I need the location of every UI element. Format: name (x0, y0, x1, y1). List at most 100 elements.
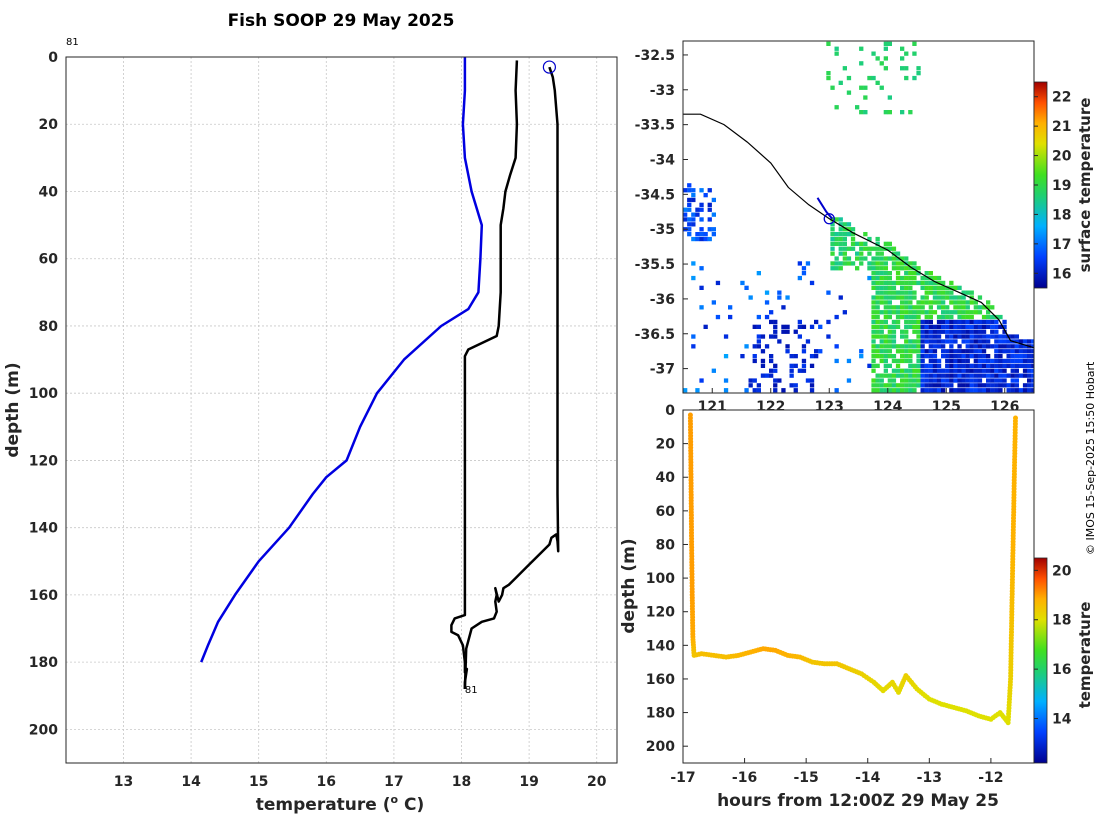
sst-cell (760, 349, 766, 354)
time-y-tick: 180 (646, 706, 675, 722)
sst-cell (834, 51, 839, 56)
sst-cell (916, 368, 921, 373)
sst-cell (973, 388, 978, 393)
sst-cell (904, 314, 909, 320)
sst-cell (900, 110, 905, 115)
map-ship-position (823, 213, 835, 225)
sst-cell (998, 363, 1003, 368)
sst-colorbar-tick: 19 (1052, 178, 1071, 194)
sst-cell (883, 314, 888, 320)
sst-cell (752, 354, 757, 359)
sst-cell (994, 388, 999, 393)
sst-cell (900, 344, 905, 349)
sst-cell (850, 246, 856, 251)
sst-map: -32.5 -33 -33.5 -34 -34.5 -35 -35.5 -36 -36.5 -37… (635, 40, 1094, 415)
sst-cell (883, 66, 888, 71)
sst-cell (924, 373, 929, 378)
sst-cell (891, 261, 897, 266)
sst-cell (891, 251, 897, 256)
sst-cell (920, 310, 925, 315)
sst-cell (764, 290, 770, 295)
profile-x-tick: 20 (587, 774, 607, 790)
sst-cell (949, 314, 954, 320)
sst-cell (900, 275, 905, 281)
sst-cell (908, 339, 913, 344)
sst-cell (932, 324, 938, 329)
sst-cell (920, 388, 925, 393)
sst-cell (793, 354, 798, 359)
sst-cell (990, 358, 995, 364)
sst-cell (904, 290, 909, 295)
sst-cell (986, 388, 991, 393)
sst-cell (949, 300, 954, 305)
sst-cell (879, 358, 884, 364)
profile-x-tick: 17 (384, 774, 403, 790)
sst-cell (809, 280, 815, 286)
sst-cell (986, 300, 991, 305)
sst-cell (977, 334, 983, 339)
profile-y-tick: 160 (29, 588, 58, 604)
sst-cell (875, 285, 880, 290)
sst-cell (981, 363, 987, 368)
profile-xlabel: temperature (o C) (256, 793, 425, 815)
sst-cell (1031, 354, 1034, 359)
sst-cell (965, 354, 970, 359)
sst-cell (846, 90, 852, 95)
sst-cell (924, 378, 929, 383)
sst-cell (916, 324, 921, 329)
sst-cell (879, 261, 884, 266)
sst-cell (756, 324, 761, 329)
sst-cell (977, 358, 983, 364)
sst-cell (723, 354, 729, 359)
sst-cell (924, 285, 929, 290)
sst-cell (871, 51, 876, 56)
sst-cell (973, 378, 978, 383)
sst-cell (953, 363, 958, 368)
chart-title: Fish SOOP 29 May 2025 (228, 11, 455, 31)
sst-cell (773, 378, 778, 383)
sst-cell (711, 212, 716, 217)
sst-cell (1018, 363, 1024, 368)
sst-cell (826, 71, 831, 76)
sst-cell (773, 329, 778, 334)
sst-cell (961, 368, 966, 373)
sst-cell (883, 280, 888, 286)
sst-cell (777, 290, 782, 295)
sst-cell (904, 305, 909, 310)
sst-cell (908, 344, 913, 349)
sst-cell (683, 207, 688, 212)
sst-cell (891, 329, 897, 334)
temp-colorbar-tick: 14 (1052, 712, 1072, 728)
sst-cell (879, 251, 884, 256)
sst-colorbar-ticks: 16 17 18 19 20 21 22 (1034, 90, 1072, 282)
sst-cell (973, 310, 978, 315)
sst-cell (760, 334, 766, 339)
sst-cell (945, 290, 950, 295)
map-y-tick: -32.5 (635, 48, 675, 64)
sst-cell (957, 378, 962, 383)
sst-cell (683, 217, 688, 222)
sst-cell (879, 339, 884, 344)
sst-cell (1027, 339, 1032, 344)
sst-cell (871, 300, 876, 305)
sst-cell (998, 358, 1003, 364)
sst-cell (863, 232, 868, 237)
sst-cell (916, 378, 921, 383)
sst-cell (961, 300, 966, 305)
sst-cell (973, 363, 978, 368)
sst-cell (875, 256, 880, 261)
sst-cell (916, 271, 921, 276)
sst-cell (871, 261, 876, 266)
sst-cell (924, 310, 929, 315)
time-y-tick: 0 (665, 403, 675, 419)
sst-cell (895, 383, 901, 388)
sst-cell (912, 314, 917, 320)
profile-y-tick: 80 (39, 319, 59, 335)
sst-cell (924, 314, 929, 320)
sst-cell (887, 339, 892, 344)
sst-cell (924, 339, 929, 344)
time-y-tick: 100 (646, 571, 675, 587)
sst-cell (777, 378, 782, 383)
sst-cell (769, 354, 774, 359)
sst-cell (961, 349, 966, 354)
